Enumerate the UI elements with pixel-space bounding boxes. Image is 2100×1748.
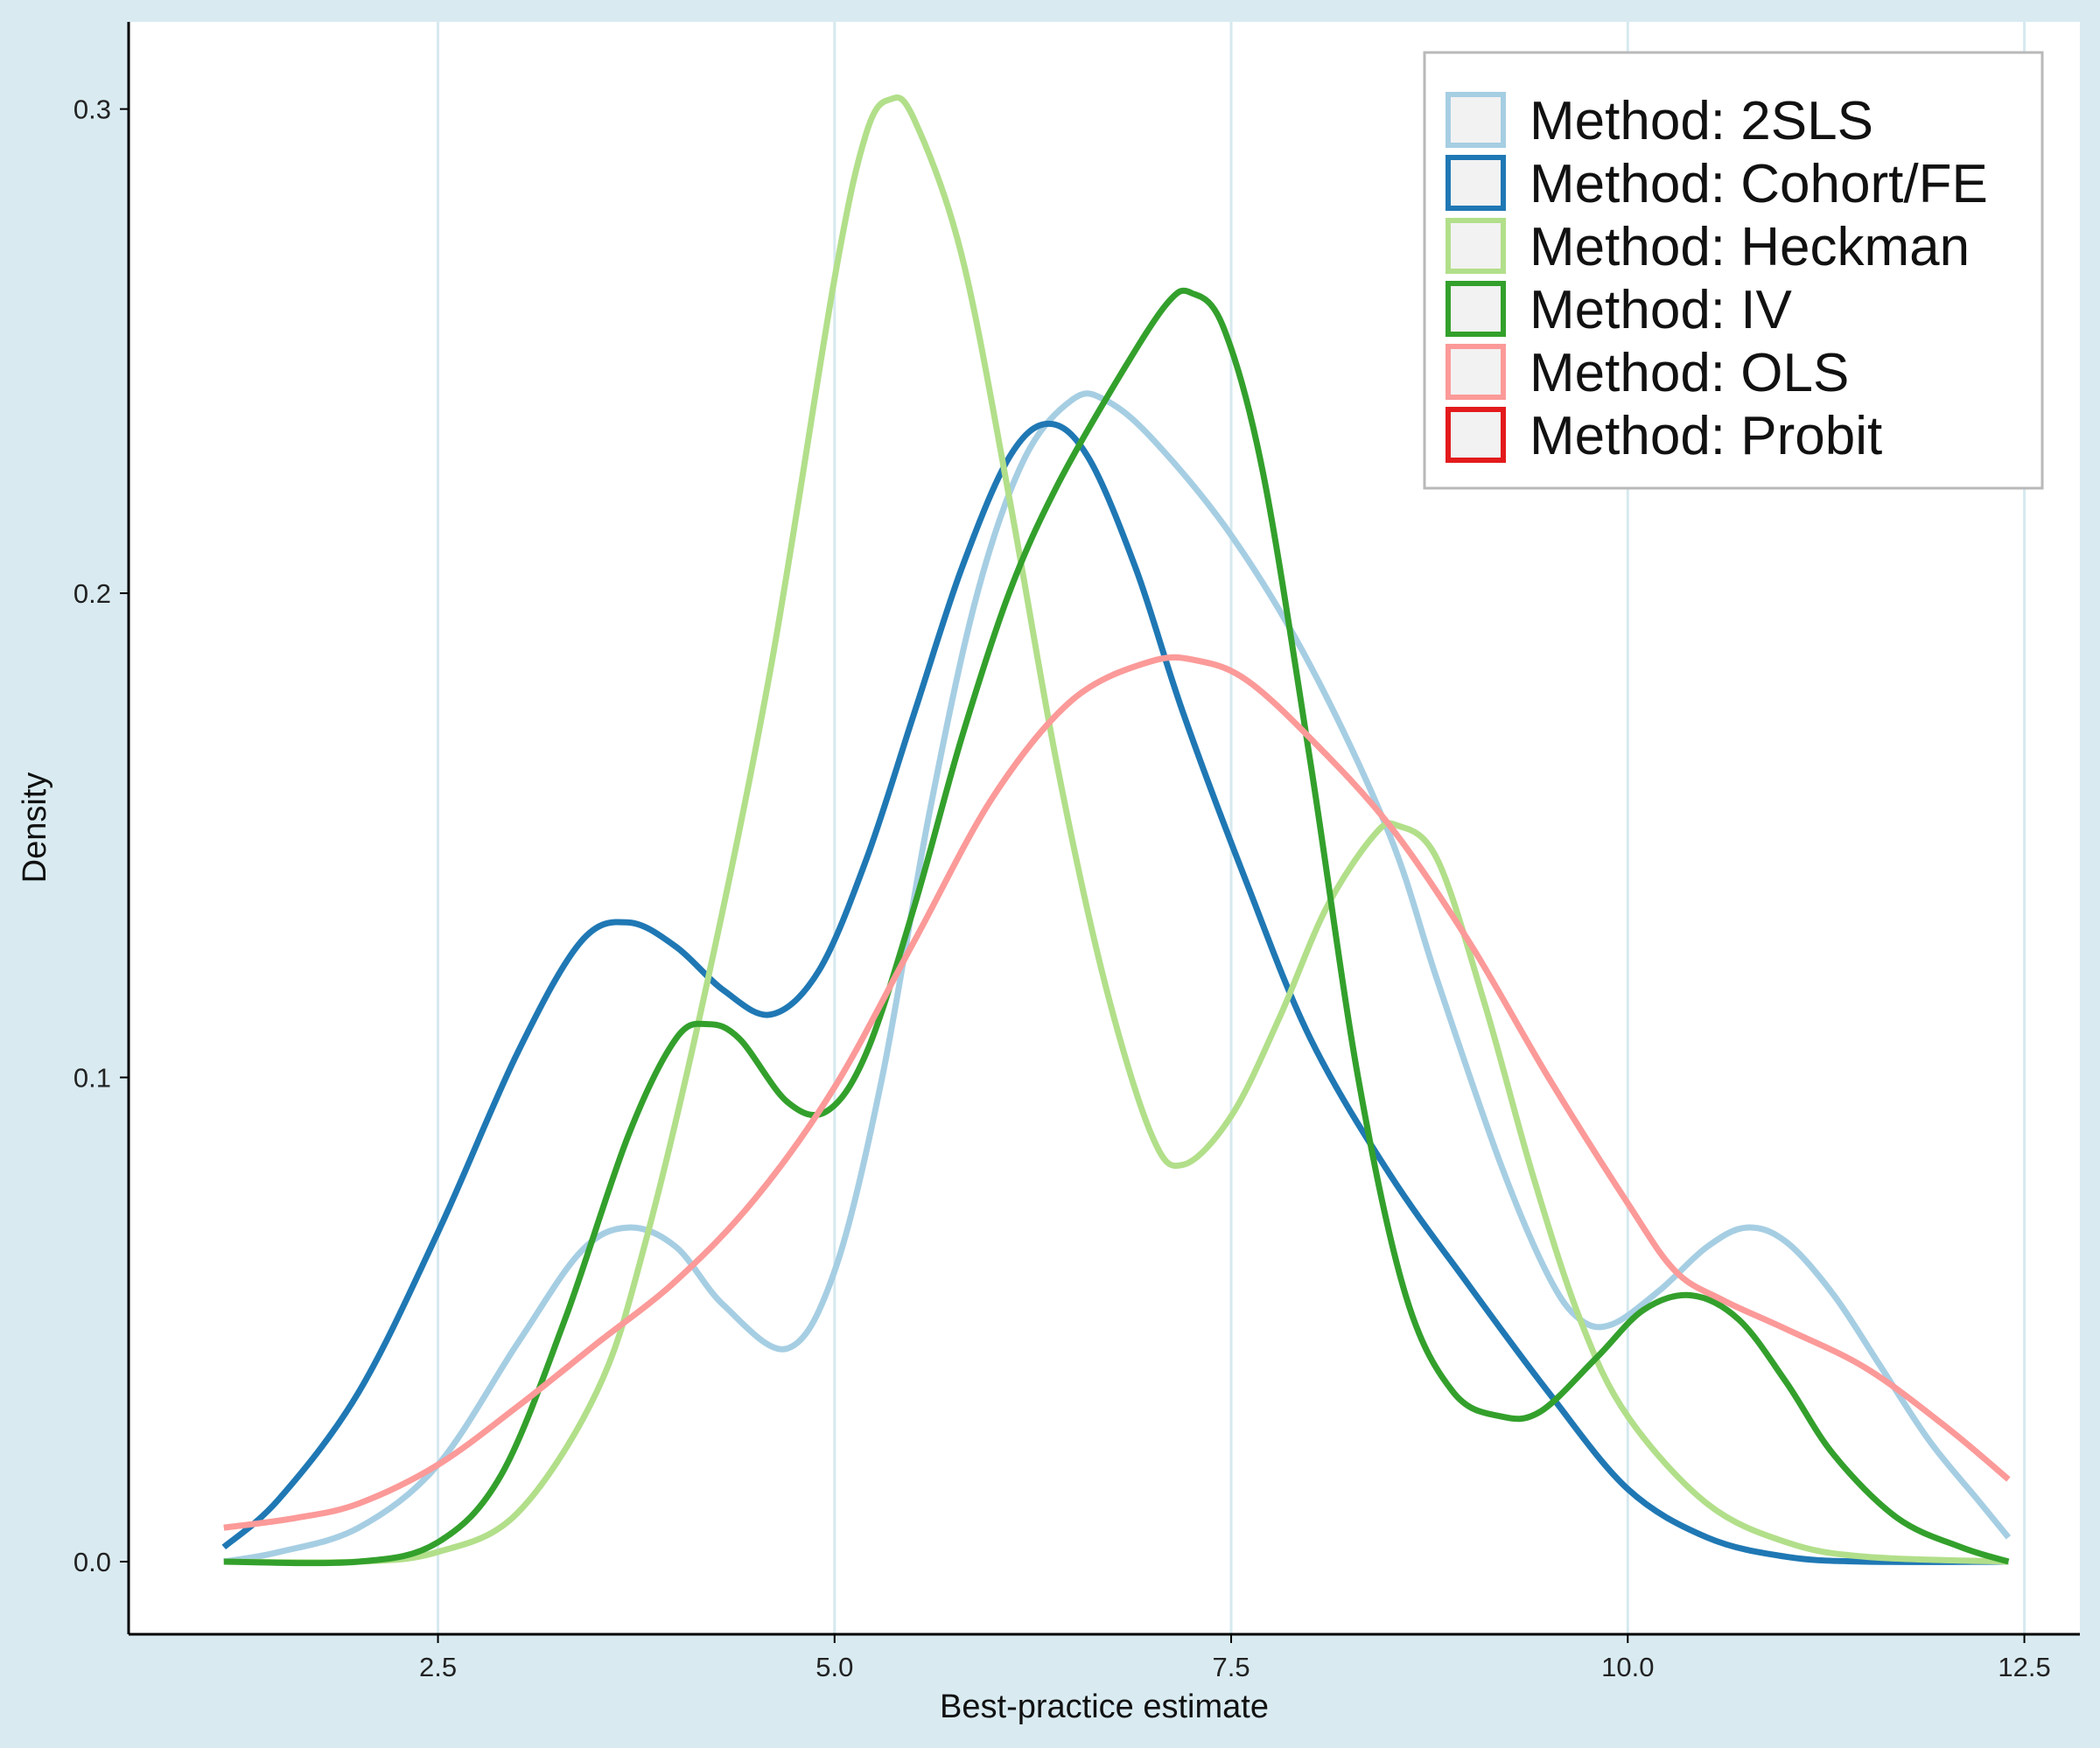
y-tick-label-2: 0.2: [74, 578, 111, 609]
legend-label-2: Method: Heckman: [1530, 217, 1970, 277]
legend-key-5: [1446, 407, 1506, 463]
series-line-3: [223, 287, 2010, 1567]
series-line-4: [223, 654, 2011, 1531]
legend-label-0: Method: 2SLS: [1530, 91, 1873, 151]
legend-key-1: [1446, 155, 1506, 211]
series-line-0: [223, 390, 2012, 1565]
series-line-1: [221, 420, 2009, 1565]
x-tick-label-4: 12.5: [1998, 1652, 2050, 1682]
y-tick-label-3: 0.3: [74, 94, 111, 125]
legend-box: [1423, 51, 2044, 490]
series-layer: [221, 94, 2012, 1567]
legend-key-3: [1446, 281, 1506, 337]
legend-label-5: Method: Probit: [1530, 406, 1882, 466]
legend-key-2: [1446, 218, 1506, 274]
x-axis-ticks: 2.5 5.0 7.5 10.0 12.5: [419, 1634, 2051, 1682]
legend-label-1: Method: Cohort/FE: [1530, 154, 1988, 214]
x-tick-label-0: 2.5: [419, 1652, 457, 1682]
y-tick-label-1: 0.1: [74, 1063, 111, 1094]
x-axis-title: Best-practice estimate: [940, 1689, 1269, 1725]
y-tick-label-0: 0.0: [74, 1547, 111, 1577]
legend-label-4: Method: OLS: [1530, 343, 1849, 403]
y-axis-ticks: 0.0 0.1 0.2 0.3: [74, 94, 129, 1577]
x-tick-label-3: 10.0: [1601, 1652, 1654, 1682]
y-axis-title: Density: [17, 773, 53, 884]
series-line-2: [223, 94, 2009, 1566]
legend-key-4: [1446, 344, 1506, 400]
x-tick-label-2: 7.5: [1212, 1652, 1250, 1682]
x-tick-label-1: 5.0: [816, 1652, 853, 1682]
legend-label-3: Method: IV: [1530, 280, 1792, 340]
legend-key-0: [1446, 92, 1506, 148]
